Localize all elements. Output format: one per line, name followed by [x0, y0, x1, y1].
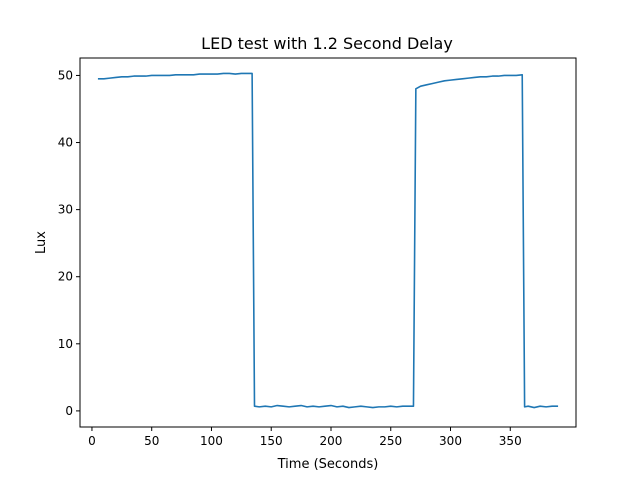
x-tick-label: 50: [144, 434, 159, 448]
axis-ticks: 0 50 100 150 200 250 300 350 0 10 20 30 40 50: [58, 68, 522, 448]
chart-title: LED test with 1.2 Second Delay: [201, 34, 453, 53]
x-tick-label: 250: [379, 434, 402, 448]
x-axis-label: Time (Seconds): [277, 457, 379, 472]
series-line: [97, 72, 559, 409]
x-tick-label: 150: [260, 434, 283, 448]
x-tick-label: 100: [200, 434, 223, 448]
plot-frame: [79, 57, 577, 428]
y-tick-label: 20: [58, 270, 73, 284]
y-tick-label: 0: [65, 404, 73, 418]
x-tick-label: 300: [439, 434, 462, 448]
y-tick-label: 40: [58, 136, 73, 150]
series-layer: [97, 72, 559, 409]
x-tick-label: 200: [320, 434, 343, 448]
y-tick-label: 50: [58, 68, 73, 82]
y-axis-label: Lux: [34, 231, 49, 254]
x-tick-label: 350: [499, 434, 522, 448]
y-tick-label: 30: [58, 203, 73, 217]
x-tick-label: 0: [88, 434, 96, 448]
y-tick-label: 10: [58, 337, 73, 351]
